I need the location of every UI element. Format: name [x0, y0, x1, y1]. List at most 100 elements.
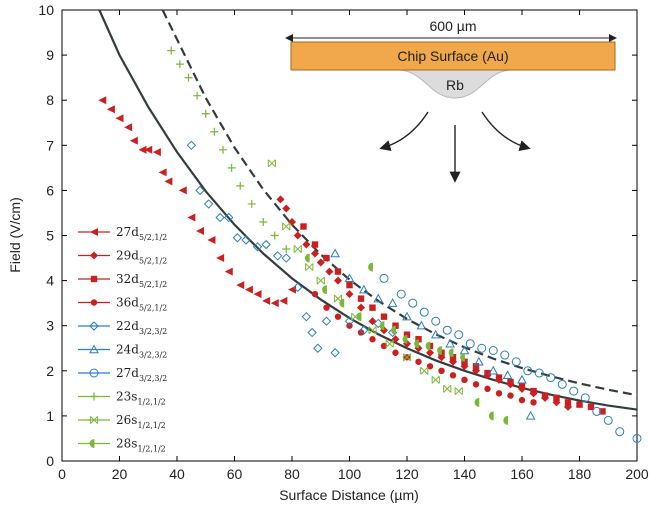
- data-point: [603, 415, 613, 425]
- data-point: [210, 127, 219, 136]
- data-point: [402, 353, 412, 362]
- data-point: [592, 406, 602, 416]
- x-tick-label: 80: [284, 466, 300, 482]
- data-point: [252, 242, 263, 252]
- data-point: [523, 366, 533, 376]
- data-point: [90, 228, 98, 236]
- data-point: [474, 397, 480, 407]
- data-point: [449, 372, 457, 379]
- data-point: [484, 385, 491, 393]
- x-axis-label: Surface Distance (µm): [279, 487, 419, 503]
- y-tick-label: 5: [46, 228, 54, 244]
- y-tick-label: 0: [46, 453, 54, 469]
- data-point: [415, 358, 422, 365]
- data-point: [518, 396, 526, 404]
- data-point: [184, 73, 193, 82]
- data-point: [293, 245, 302, 253]
- data-point: [518, 383, 526, 390]
- data-point: [186, 140, 197, 151]
- data-point: [426, 348, 434, 357]
- data-point: [488, 365, 499, 375]
- data-point: [615, 427, 625, 437]
- fit-curve-dashed: [161, 9, 638, 397]
- data-point: [323, 304, 330, 311]
- data-point: [461, 376, 468, 384]
- data-point: [279, 296, 288, 305]
- legend-item: 27d5/2,1/2: [78, 225, 167, 242]
- y-tick-label: 2: [46, 363, 54, 379]
- data-point: [414, 339, 419, 349]
- y-tick-label: 6: [46, 182, 54, 198]
- legend-item: 32d5/2,1/2: [78, 272, 167, 289]
- data-point: [195, 185, 205, 196]
- data-point: [334, 313, 342, 320]
- data-point: [334, 268, 342, 275]
- data-point: [430, 329, 441, 339]
- data-point: [373, 293, 384, 303]
- data-point: [438, 367, 445, 374]
- data-point: [541, 392, 549, 399]
- data-point: [267, 159, 276, 168]
- data-point: [339, 298, 345, 308]
- x-tick-label: 0: [58, 466, 66, 482]
- data-point: [333, 294, 343, 303]
- legend-item: 28s1/2,1/2: [78, 437, 166, 454]
- data-point: [282, 222, 291, 231]
- data-point: [359, 325, 369, 335]
- legend-item: 29d5/2,1/2: [78, 249, 167, 266]
- data-point: [530, 399, 537, 406]
- data-point: [282, 204, 291, 213]
- x-tick-label: 60: [227, 466, 243, 482]
- data-point: [138, 145, 147, 154]
- data-point: [90, 299, 98, 306]
- x-tick-label: 180: [568, 466, 592, 482]
- legend-item: 22d3/2,3/2: [78, 319, 167, 336]
- data-point: [345, 290, 354, 299]
- data-point: [472, 381, 480, 388]
- data-point: [203, 199, 214, 209]
- data-point: [449, 354, 457, 361]
- legend-item: 36d5/2,1/2: [78, 296, 167, 313]
- data-point: [158, 168, 167, 177]
- data-point: [632, 433, 642, 443]
- data-point: [334, 276, 342, 285]
- data-point: [304, 253, 310, 263]
- y-tick-label: 3: [46, 318, 54, 334]
- data-point: [323, 254, 330, 262]
- data-point: [403, 331, 411, 338]
- data-point: [380, 313, 388, 320]
- y-axis-label: Field (V/cm): [7, 197, 23, 272]
- data-point: [369, 336, 376, 343]
- data-point: [357, 303, 365, 312]
- data-point: [402, 334, 408, 344]
- data-point: [124, 123, 133, 132]
- data-point: [357, 295, 365, 302]
- data-point: [425, 341, 431, 351]
- data-point: [392, 322, 399, 329]
- chip-surface-label: Chip Surface (Au): [397, 48, 508, 64]
- legend-item: 24d3/2,3/2: [78, 343, 167, 360]
- data-point: [448, 348, 454, 358]
- series-22d-3-2-3-2: [186, 140, 398, 358]
- data-point: [391, 325, 396, 335]
- data-point: [426, 363, 434, 370]
- data-point: [517, 374, 527, 384]
- series-28s-1-2-1-2: [304, 253, 509, 425]
- data-point: [259, 217, 268, 226]
- data-point: [564, 399, 572, 406]
- x-tick-label: 140: [453, 466, 477, 482]
- data-point: [196, 226, 204, 235]
- legend-label: 27d3/2,3/2: [116, 366, 167, 383]
- data-point: [402, 311, 412, 321]
- x-tick-label: 20: [112, 466, 128, 482]
- data-point: [599, 408, 606, 415]
- data-point: [224, 267, 233, 276]
- data-point: [474, 356, 484, 366]
- data-point: [437, 346, 442, 355]
- data-point: [281, 253, 291, 263]
- data-point: [472, 363, 480, 370]
- atom-label: Rb: [446, 77, 464, 93]
- data-point: [431, 316, 441, 326]
- data-point: [272, 251, 283, 261]
- data-point: [241, 235, 251, 245]
